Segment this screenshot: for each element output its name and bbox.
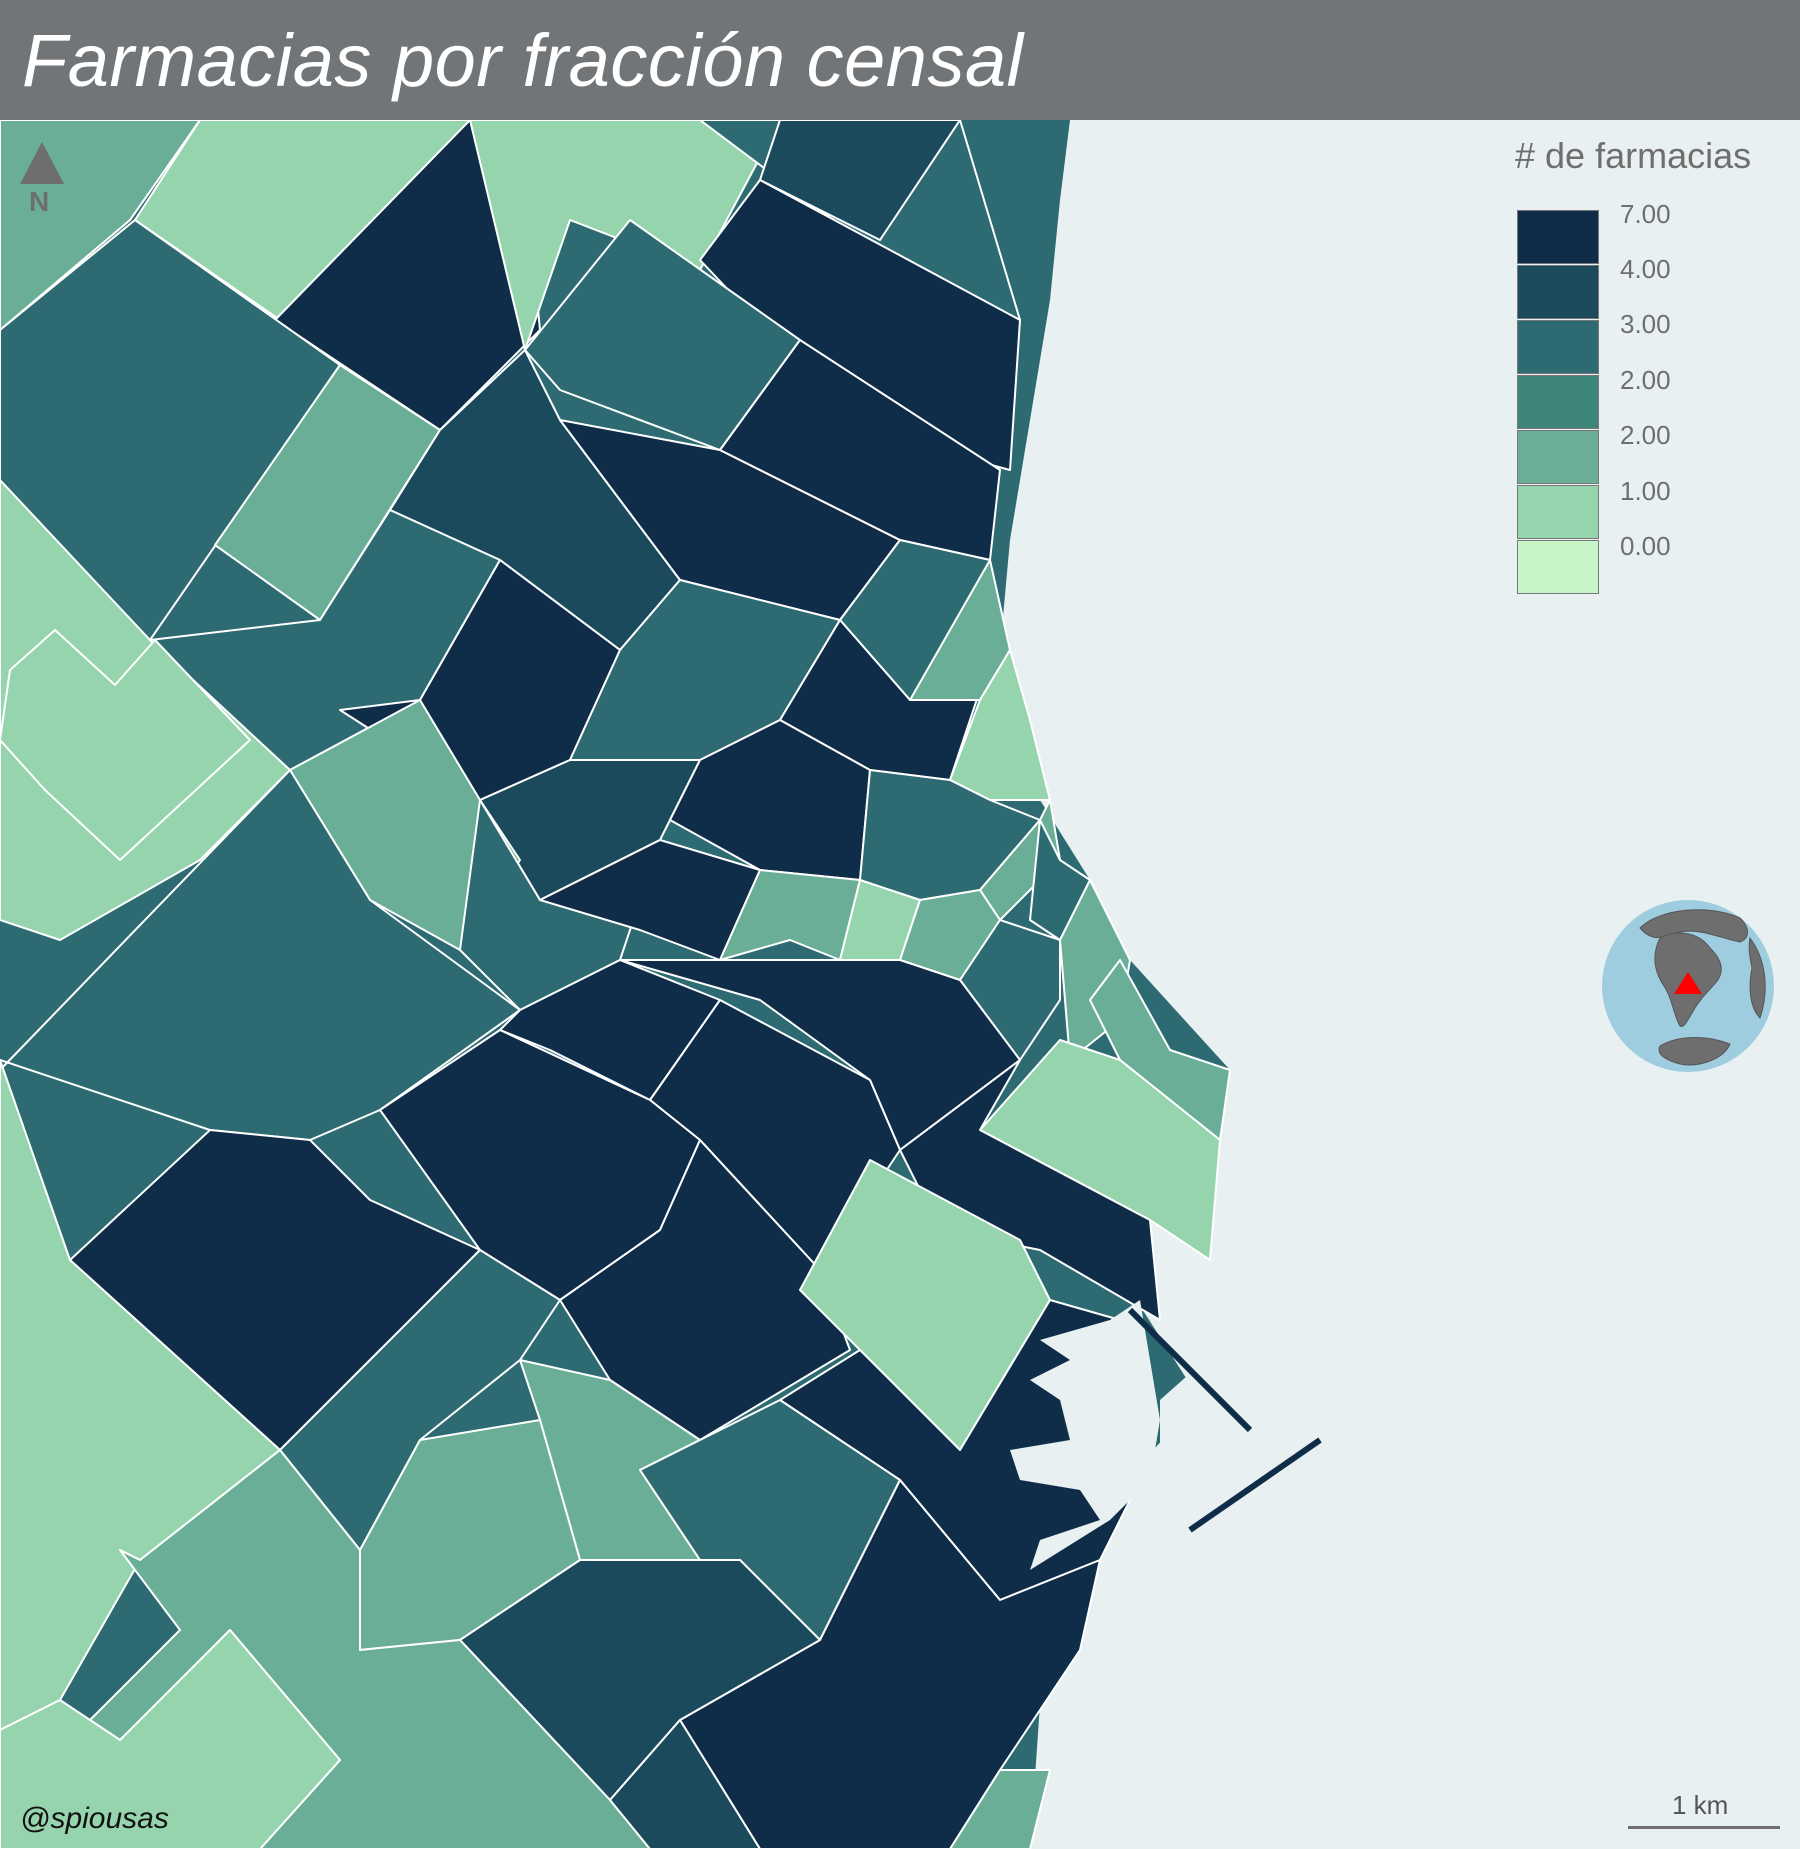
legend-swatch [1517, 265, 1599, 319]
tract [719, 869, 861, 961]
legend-swatch [1517, 375, 1599, 429]
tract [0, 1629, 341, 1849]
tract [719, 339, 1001, 561]
tract [959, 919, 1061, 1061]
legend-label: 7.00 [1620, 199, 1671, 229]
tract [759, 119, 961, 241]
tract [0, 629, 251, 861]
north-arrow-icon [18, 140, 66, 220]
legend-label: 2.00 [1620, 365, 1671, 395]
legend-swatch [1517, 430, 1599, 484]
legend-label: 3.00 [1620, 309, 1671, 339]
legend-title: # de farmacias [1515, 135, 1752, 176]
piers [1127, 1307, 1322, 1533]
location-triangle-icon [1674, 972, 1702, 994]
legend-label: 2.00 [1620, 420, 1671, 450]
north-label: N [29, 186, 50, 217]
legend-label: 4.00 [1620, 254, 1671, 284]
scale-bar [1628, 1826, 1780, 1829]
legend-swatch [1517, 540, 1599, 594]
globe-icon [1600, 898, 1776, 1074]
legend-swatch [1517, 210, 1599, 264]
credit: @spiousas [20, 1802, 169, 1835]
tract [89, 1449, 651, 1849]
legend-label: 0.00 [1620, 531, 1671, 561]
title-bar: Farmacias por fracción censal [0, 0, 1800, 120]
tract [949, 1769, 1051, 1849]
map-title: Farmacias por fracción censal [22, 19, 1024, 102]
legend-swatch [1517, 485, 1599, 539]
legend-swatch [1517, 320, 1599, 374]
tract [619, 959, 1021, 1151]
tract [609, 1719, 761, 1849]
legend-label: 1.00 [1620, 476, 1671, 506]
scale-label: 1 km [1672, 1790, 1729, 1820]
harbour [1010, 1240, 1330, 1570]
